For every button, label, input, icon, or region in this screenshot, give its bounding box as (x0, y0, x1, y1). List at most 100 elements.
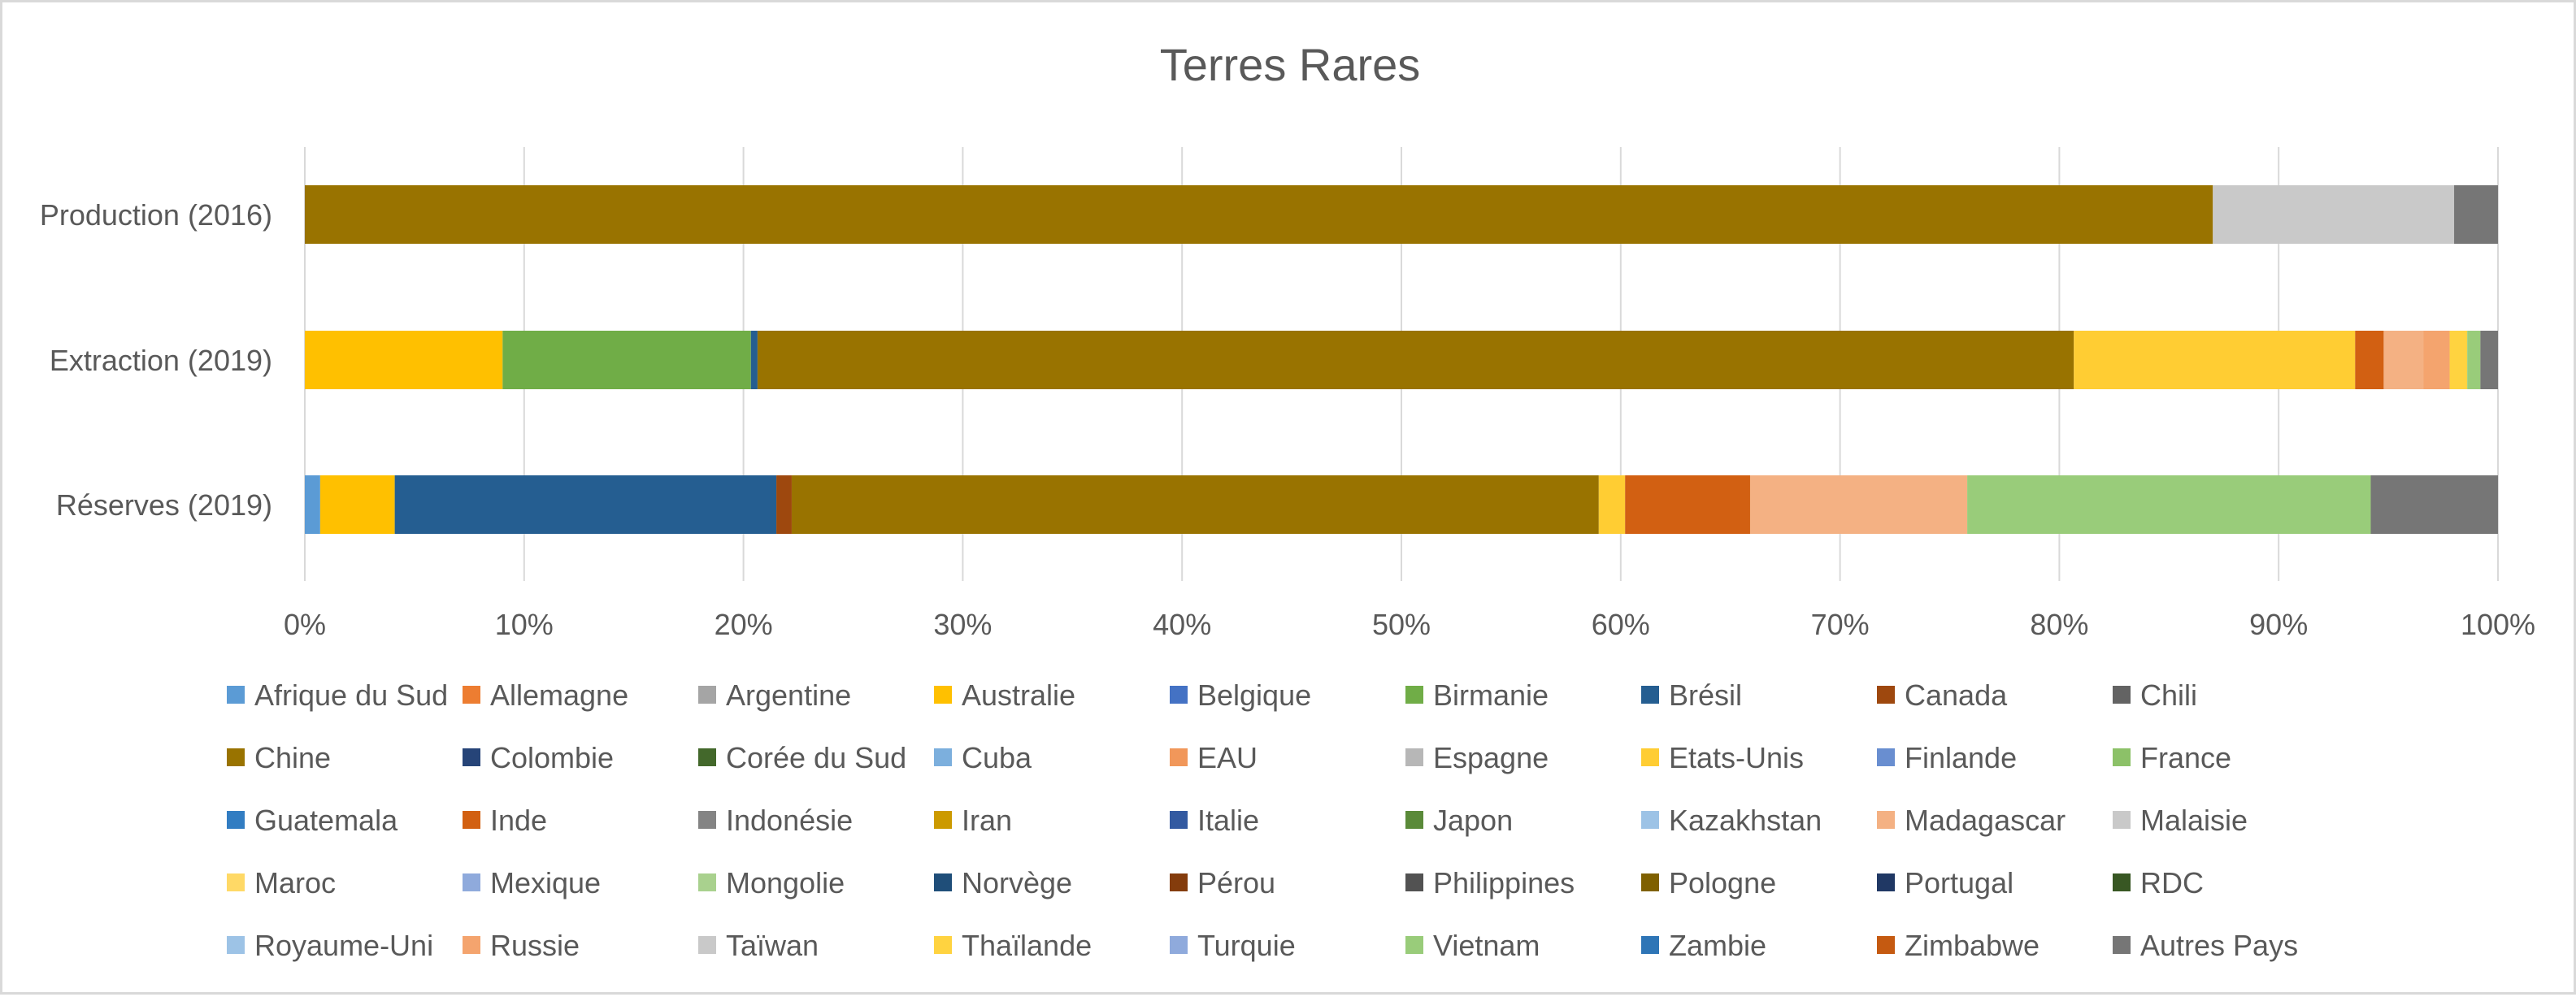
bar-segment-extraction-2019-vietnam (2467, 331, 2481, 389)
legend-label-kazakhstan: Kazakhstan (1669, 804, 1822, 837)
legend-label-philippines: Philippines (1433, 866, 1575, 899)
value-axis: 0% 10% 20% 30% 40% 50% 60% 70% 80% 90% 100% (284, 608, 2535, 641)
legend-label-perou: Pérou (1197, 866, 1275, 899)
tick-label-30: 30% (933, 608, 992, 641)
legend-swatch-portugal (1877, 873, 1895, 891)
legend-label-iran: Iran (962, 804, 1012, 837)
category-label-production-2016: Production (2016) (40, 198, 272, 232)
legend-swatch-colombie (463, 748, 480, 766)
legend-swatch-cuba (934, 748, 952, 766)
legend-swatch-belgique (1170, 686, 1188, 704)
bar-segment-extraction-2019-australie (305, 331, 503, 389)
legend-swatch-vietnam (1405, 936, 1423, 954)
legend-label-zambie: Zambie (1669, 929, 1766, 962)
legend-swatch-rdc (2113, 873, 2131, 891)
legend-label-norvege: Norvège (962, 866, 1072, 899)
legend-label-colombie: Colombie (490, 741, 614, 774)
legend-swatch-turquie (1170, 936, 1188, 954)
bar-segment-reserves-2019-chine (791, 475, 1599, 534)
legend-label-thailande: Thaïlande (962, 929, 1092, 962)
legend-swatch-guatemala (227, 811, 245, 829)
legend-label-inde: Inde (490, 804, 547, 837)
legend-label-madagascar: Madagascar (1905, 804, 2066, 837)
legend-swatch-autres-pays (2113, 936, 2131, 954)
category-axis: Production (2016) Extraction (2019) Réserv… (40, 198, 272, 522)
legend-label-espagne: Espagne (1433, 741, 1549, 774)
legend-label-russie: Russie (490, 929, 580, 962)
legend-swatch-australie (934, 686, 952, 704)
tick-label-70: 70% (1811, 608, 1870, 641)
legend-label-maroc: Maroc (254, 866, 336, 899)
bar-segment-reserves-2019-canada (776, 475, 792, 534)
legend-label-vietnam: Vietnam (1433, 929, 1540, 962)
bar-segment-extraction-2019-inde (2355, 331, 2384, 389)
tick-label-10: 10% (495, 608, 554, 641)
legend-label-malaisie: Malaisie (2140, 804, 2248, 837)
bar-segment-production-2016-chine (305, 185, 2213, 244)
legend-swatch-etats-unis (1641, 748, 1659, 766)
legend-swatch-france (2113, 748, 2131, 766)
bar-segment-reserves-2019-inde (1625, 475, 1750, 534)
bar-segment-production-2016-autres-pays (2454, 185, 2498, 244)
legend: Afrique du Sud Allemagne Argentine Australi… (227, 678, 2298, 962)
legend-swatch-eau (1170, 748, 1188, 766)
bar-segment-reserves-2019-autres-pays (2370, 475, 2498, 534)
legend-label-bresil: Brésil (1669, 678, 1742, 712)
legend-swatch-philippines (1405, 873, 1423, 891)
legend-swatch-finlande (1877, 748, 1895, 766)
legend-swatch-italie (1170, 811, 1188, 829)
category-label-reserves-2019: Réserves (2019) (56, 488, 272, 522)
legend-label-mongolie: Mongolie (726, 866, 845, 899)
legend-swatch-norvege (934, 873, 952, 891)
legend-swatch-japon (1405, 811, 1423, 829)
bar-segment-reserves-2019-afrique-du-sud (305, 475, 320, 534)
legend-label-france: France (2140, 741, 2231, 774)
legend-swatch-inde (463, 811, 480, 829)
bar-segment-extraction-2019-madagascar (2383, 331, 2424, 389)
legend-label-indonesie: Indonésie (726, 804, 853, 837)
legend-swatch-mexique (463, 873, 480, 891)
legend-label-allemagne: Allemagne (490, 678, 628, 712)
bar-segment-extraction-2019-russie (2423, 331, 2450, 389)
bar-segment-production-2016-malaisie (2213, 185, 2455, 244)
tick-label-100: 100% (2461, 608, 2535, 641)
legend-swatch-perou (1170, 873, 1188, 891)
legend-label-finlande: Finlande (1905, 741, 2017, 774)
legend-swatch-argentine (698, 686, 716, 704)
bar-segment-reserves-2019-bresil (394, 475, 777, 534)
legend-swatch-royaume-uni (227, 936, 245, 954)
legend-label-argentine: Argentine (726, 678, 851, 712)
legend-swatch-russie (463, 936, 480, 954)
legend-swatch-thailande (934, 936, 952, 954)
legend-label-italie: Italie (1197, 804, 1259, 837)
legend-label-eau: EAU (1197, 741, 1258, 774)
tick-label-90: 90% (2249, 608, 2308, 641)
bar-segment-extraction-2019-etats-unis (2074, 331, 2356, 389)
legend-swatch-indonesie (698, 811, 716, 829)
legend-label-chili: Chili (2140, 678, 2197, 712)
tick-label-80: 80% (2030, 608, 2088, 641)
bar-segment-extraction-2019-thailande (2449, 331, 2468, 389)
legend-swatch-pologne (1641, 873, 1659, 891)
chart-title: Terres Rares (1160, 39, 1421, 90)
legend-swatch-maroc (227, 873, 245, 891)
legend-swatch-coree-du-sud (698, 748, 716, 766)
bars (305, 185, 2498, 534)
legend-label-cuba: Cuba (962, 741, 1032, 774)
legend-label-belgique: Belgique (1197, 678, 1311, 712)
legend-swatch-afrique-du-sud (227, 686, 245, 704)
legend-label-birmanie: Birmanie (1433, 678, 1549, 712)
bar-segment-reserves-2019-madagascar (1749, 475, 1968, 534)
bar-segment-reserves-2019-australie (319, 475, 395, 534)
bar-segment-reserves-2019-etats-unis (1598, 475, 1626, 534)
legend-label-pologne: Pologne (1669, 866, 1776, 899)
legend-label-taiwan: Taïwan (726, 929, 819, 962)
legend-label-australie: Australie (962, 678, 1075, 712)
legend-label-mexique: Mexique (490, 866, 601, 899)
legend-label-chine: Chine (254, 741, 331, 774)
legend-label-autres-pays: Autres Pays (2140, 929, 2298, 962)
bar-segment-extraction-2019-bresil (750, 331, 758, 389)
tick-label-50: 50% (1372, 608, 1431, 641)
legend-swatch-canada (1877, 686, 1895, 704)
